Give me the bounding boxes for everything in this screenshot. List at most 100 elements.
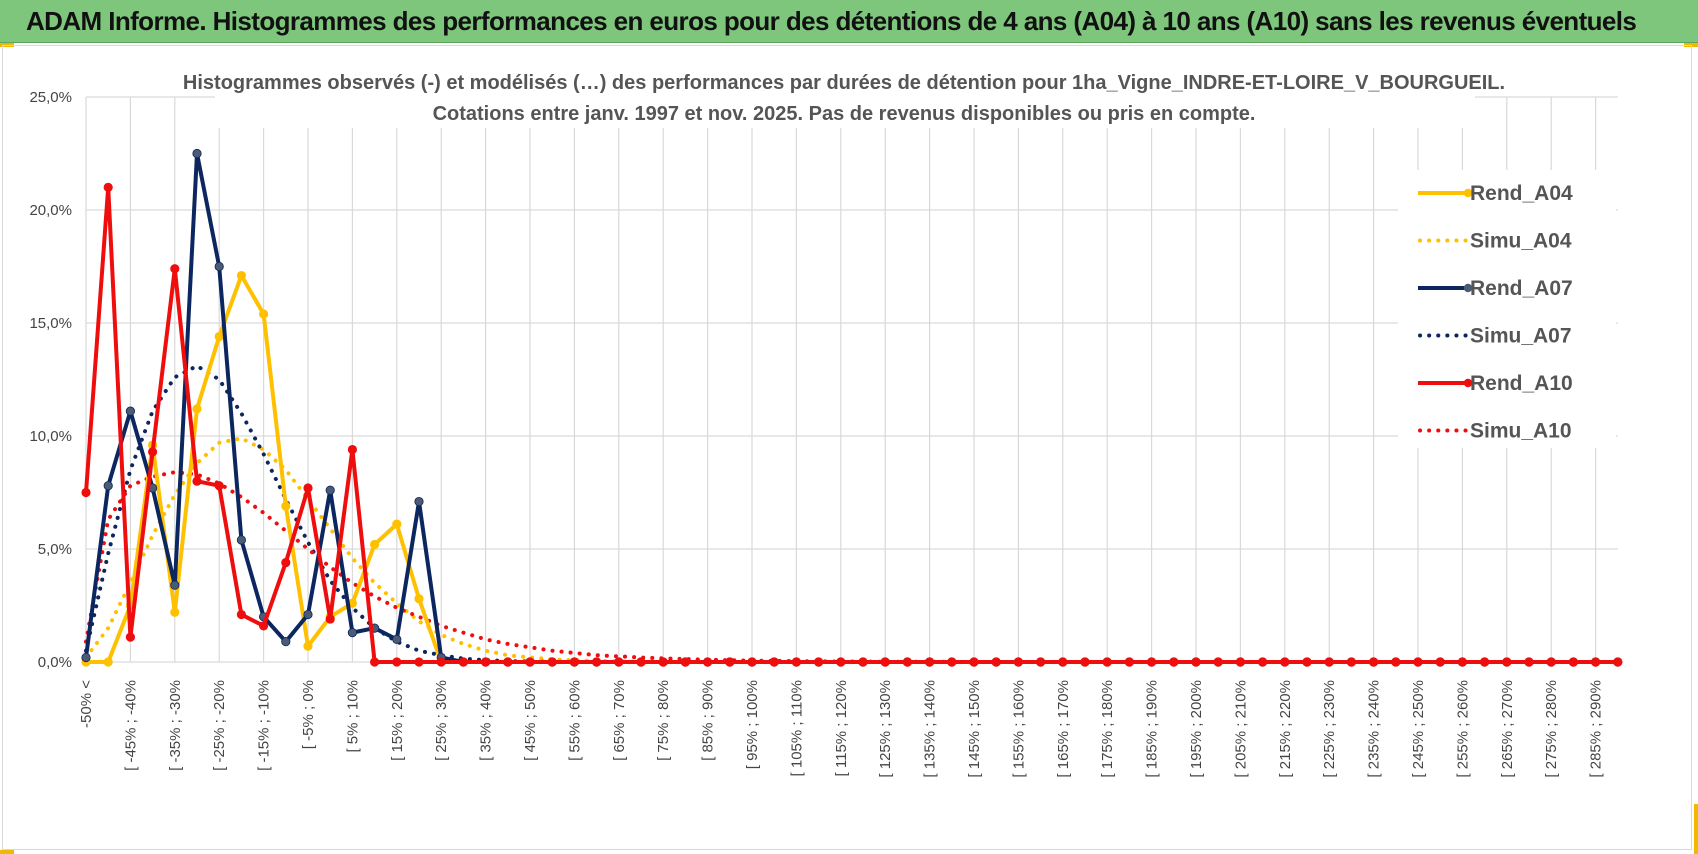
point-Rend_A10 — [81, 487, 91, 498]
legend-marker — [1463, 188, 1473, 198]
x-tick-label: [ 105% ; 110% — [788, 680, 805, 776]
point-Rend_A10 — [747, 657, 757, 667]
point-Rend_A10 — [1169, 657, 1179, 667]
point-Rend_A10 — [636, 657, 646, 667]
point-Rend_A10 — [614, 657, 624, 667]
x-tick-label: [ 145% ; 150% — [966, 680, 983, 778]
y-tick-label: 0,0% — [38, 654, 72, 671]
point-Rend_A07 — [347, 628, 357, 638]
point-Rend_A10 — [303, 483, 313, 493]
legend-item-rend-a07: Rend_A07 — [1418, 277, 1573, 300]
legend-marker — [1463, 378, 1473, 388]
point-Rend_A10 — [569, 657, 580, 667]
point-Rend_A10 — [1013, 657, 1024, 667]
point-Rend_A10 — [1413, 657, 1423, 667]
point-Rend_A10 — [1502, 657, 1512, 667]
series-layer — [81, 148, 1623, 667]
point-Rend_A10 — [1480, 657, 1490, 667]
x-tick-label: [ 175% ; 180% — [1099, 680, 1116, 778]
point-Rend_A10 — [525, 657, 535, 667]
point-Rend_A10 — [1435, 657, 1445, 667]
point-Rend_A04 — [258, 309, 269, 319]
x-tick-label: [ 205% ; 210% — [1232, 680, 1249, 778]
x-tick-label: [ 55% ; 60% — [566, 680, 583, 761]
line-Rend_A07 — [84, 151, 1618, 664]
point-Rend_A10 — [103, 182, 113, 192]
point-Rend_A10 — [1258, 657, 1268, 667]
x-tick-label: [ 215% ; 220% — [1277, 680, 1294, 778]
report-title: ADAM Informe. Histogrammes des performan… — [26, 6, 1637, 36]
legend-label: Rend_A04 — [1470, 182, 1573, 205]
point-Rend_A10 — [369, 657, 380, 667]
x-tick-label: [ -5% ; 0% — [300, 680, 317, 749]
point-Rend_A07 — [325, 485, 335, 495]
x-tick-label: [ 95% ; 100% — [744, 680, 761, 769]
point-Rend_A10 — [1102, 657, 1112, 667]
point-Rend_A04 — [281, 501, 291, 511]
point-Rend_A04 — [236, 270, 246, 281]
legend-item-rend-a10: Rend_A10 — [1418, 372, 1573, 395]
point-Rend_A10 — [813, 657, 824, 667]
point-Rend_A10 — [1280, 657, 1290, 667]
report-banner: ADAM Informe. Histogrammes des performan… — [0, 0, 1698, 43]
point-Rend_A10 — [591, 657, 602, 667]
x-tick-label: [ 165% ; 170% — [1055, 680, 1072, 778]
point-Rend_A10 — [1147, 657, 1157, 667]
point-Rend_A10 — [414, 657, 424, 667]
point-Rend_A10 — [1191, 657, 1201, 667]
point-Rend_A10 — [1036, 657, 1046, 667]
point-Rend_A10 — [236, 609, 246, 620]
x-tick-label: [ -35% ; -30% — [167, 680, 184, 771]
point-Rend_A07 — [414, 496, 424, 507]
x-tick-label: [ 155% ; 160% — [1010, 680, 1027, 778]
point-Rend_A10 — [392, 657, 402, 667]
x-tick-label: [ 35% ; 40% — [478, 680, 495, 761]
chart-title: Histogrammes observés (-) et modélisés (… — [183, 72, 1505, 94]
x-tick-label: [ 275% ; 280% — [1543, 680, 1560, 778]
point-Rend_A10 — [436, 657, 446, 667]
x-tick-label: [ 45% ; 50% — [522, 680, 539, 761]
point-Rend_A04 — [192, 404, 202, 414]
point-Rend_A10 — [991, 657, 1001, 667]
legend-background — [1398, 170, 1616, 448]
point-Rend_A10 — [1524, 657, 1534, 667]
title-background — [215, 66, 1475, 128]
line-Simu_A04 — [84, 436, 1620, 664]
point-Rend_A10 — [1546, 657, 1556, 667]
x-tick-label: [ 245% ; 250% — [1410, 680, 1427, 778]
x-tick-label: [ 65% ; 70% — [611, 680, 628, 761]
y-tick-label: 15,0% — [29, 315, 72, 332]
chart-titles: Histogrammes observés (-) et modélisés (… — [183, 66, 1505, 128]
point-Rend_A10 — [325, 614, 335, 624]
x-tick-label: [ -45% ; -40% — [122, 680, 139, 771]
x-tick-label: [ 185% ; 190% — [1144, 680, 1161, 778]
point-Rend_A10 — [480, 657, 491, 667]
point-Rend_A10 — [1324, 657, 1334, 667]
legend-item-rend-a04: Rend_A04 — [1418, 182, 1573, 205]
point-Rend_A10 — [503, 657, 513, 667]
corner-mark-bottom-left — [0, 850, 14, 854]
point-Rend_A10 — [791, 657, 802, 667]
point-Rend_A10 — [858, 657, 868, 667]
point-Rend_A10 — [1213, 657, 1223, 667]
point-Rend_A10 — [258, 621, 269, 631]
legend-item-simu-a04: Simu_A04 — [1418, 230, 1572, 253]
point-Rend_A10 — [658, 657, 668, 667]
point-Rend_A10 — [1058, 657, 1068, 667]
point-Rend_A07 — [392, 634, 402, 645]
point-Rend_A10 — [547, 657, 557, 667]
point-Rend_A04 — [214, 331, 224, 342]
legend-label: Rend_A10 — [1470, 372, 1573, 395]
point-Rend_A10 — [769, 657, 779, 667]
point-Rend_A04 — [414, 594, 424, 604]
series-rend-a07 — [81, 148, 1623, 667]
point-Rend_A10 — [880, 657, 890, 667]
x-tick-label: [ 125% ; 130% — [877, 680, 894, 778]
point-Rend_A10 — [1457, 657, 1468, 667]
series-rend-a10 — [81, 182, 1623, 667]
point-Rend_A10 — [1613, 657, 1623, 667]
x-tick-label: [ 25% ; 30% — [433, 680, 450, 761]
point-Rend_A10 — [170, 264, 180, 274]
x-tick-label: [ 75% ; 80% — [655, 680, 672, 761]
point-Rend_A10 — [1391, 657, 1401, 667]
